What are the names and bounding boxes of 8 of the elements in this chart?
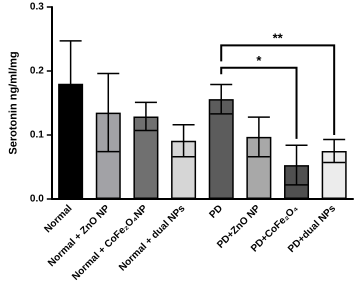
y-tick-label: 0.1 — [30, 130, 44, 140]
y-tick-label: 0.2 — [30, 66, 44, 76]
x-tick-label: PD — [208, 203, 226, 221]
y-tick-label: 0.3 — [30, 2, 44, 12]
annotation: ** — [272, 30, 284, 46]
annotation: * — [256, 52, 262, 68]
y-tick-label: 0.0 — [30, 194, 44, 204]
y-axis-title: Serotonin ng/ml/mg — [8, 51, 20, 155]
